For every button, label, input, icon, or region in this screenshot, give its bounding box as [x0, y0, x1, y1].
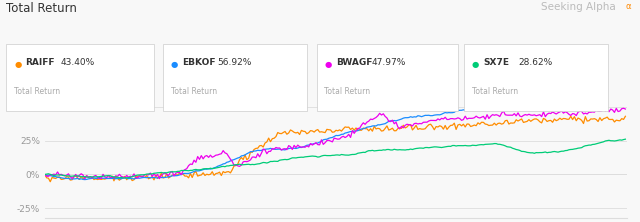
Text: SX7E: SX7E	[483, 58, 509, 67]
Text: Total Return: Total Return	[6, 2, 77, 15]
Text: Total Return: Total Return	[324, 87, 371, 95]
Text: Total Return: Total Return	[171, 87, 217, 95]
Text: ●: ●	[324, 60, 332, 69]
Text: 43.40%: 43.40%	[61, 58, 95, 67]
Text: ●: ●	[14, 60, 21, 69]
Text: ●: ●	[171, 60, 178, 69]
Text: BWAGF: BWAGF	[336, 58, 372, 67]
Text: α: α	[625, 2, 631, 11]
Text: 28.62%: 28.62%	[518, 58, 553, 67]
Text: ●: ●	[472, 60, 479, 69]
Text: Seeking Alpha: Seeking Alpha	[541, 2, 616, 12]
Text: RAIFF: RAIFF	[26, 58, 55, 67]
Text: EBKOF: EBKOF	[182, 58, 216, 67]
Text: Total Return: Total Return	[472, 87, 518, 95]
Text: Total Return: Total Return	[14, 87, 60, 95]
Text: 56.92%: 56.92%	[218, 58, 252, 67]
Text: 47.97%: 47.97%	[371, 58, 406, 67]
